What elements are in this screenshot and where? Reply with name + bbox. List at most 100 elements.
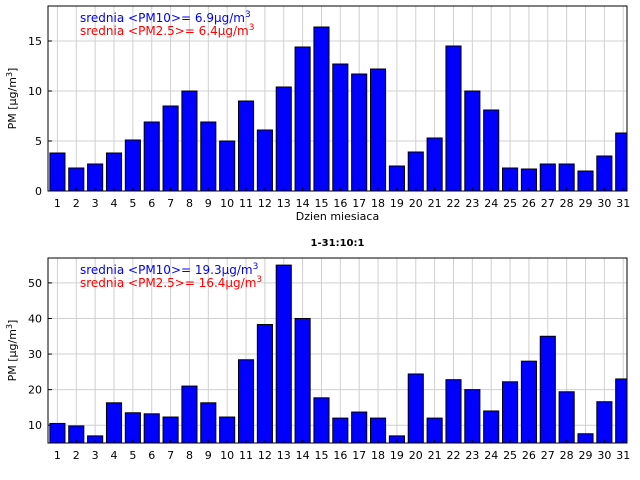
x-tick-label: 31	[616, 449, 630, 462]
x-tick-label: 10	[220, 197, 234, 210]
y-tick-label: 15	[28, 35, 42, 48]
x-tick-label: 4	[111, 449, 118, 462]
mean-annotation: srednia <PM2.5>= 16.4μg/m3	[80, 275, 262, 290]
x-tick-label: 12	[258, 449, 272, 462]
x-tick-label: 9	[205, 197, 212, 210]
bar-day-28	[558, 163, 575, 192]
bar-day-17	[351, 73, 368, 192]
x-tick-label: 14	[296, 449, 310, 462]
x-tick-label: 16	[333, 449, 347, 462]
bar-day-6	[143, 413, 160, 444]
x-tick-label: 30	[597, 197, 611, 210]
y-tick-label: 10	[28, 85, 42, 98]
x-tick-label: 9	[205, 449, 212, 462]
x-tick-label: 4	[111, 197, 118, 210]
x-tick-label: 13	[277, 197, 291, 210]
bar-day-31	[615, 378, 628, 444]
x-tick-label: 17	[352, 449, 366, 462]
bar-day-21	[426, 137, 443, 192]
x-tick-label: 14	[296, 197, 310, 210]
bar-day-11	[237, 359, 255, 444]
bar-day-17	[351, 411, 368, 444]
bar-day-7	[162, 105, 179, 192]
x-tick-label: 24	[484, 449, 498, 462]
bar-day-18	[370, 68, 387, 192]
mean-annotation: srednia <PM10>= 19.3μg/m3	[80, 262, 258, 277]
bar-day-4	[105, 402, 123, 444]
bar-day-5	[124, 139, 141, 192]
bar-day-24	[483, 410, 500, 444]
x-tick-label: 22	[446, 449, 460, 462]
x-tick-label: 8	[186, 197, 193, 210]
x-tick-label: 29	[579, 197, 593, 210]
x-tick-label: 18	[371, 449, 385, 462]
y-tick-label: 10	[28, 419, 42, 432]
x-tick-label: 27	[541, 197, 555, 210]
x-tick-label: 19	[390, 449, 404, 462]
bar-day-10	[219, 140, 236, 192]
bar-day-3	[87, 163, 104, 192]
x-tick-label: 21	[428, 449, 442, 462]
bar-day-23	[464, 90, 481, 192]
x-tick-label: 26	[522, 449, 536, 462]
bar-day-8	[181, 385, 198, 444]
bar-day-27	[539, 163, 556, 192]
x-tick-label: 16	[333, 197, 347, 210]
x-tick-label: 11	[239, 449, 253, 462]
bar-day-6	[143, 121, 160, 192]
bar-day-14	[294, 46, 311, 192]
bar-day-13	[275, 86, 292, 192]
x-tick-label: 5	[129, 197, 136, 210]
x-tick-label: 11	[239, 197, 253, 210]
x-tick-label: 5	[129, 449, 136, 462]
x-tick-label: 26	[522, 197, 536, 210]
x-tick-label: 28	[560, 197, 574, 210]
bar-day-13	[275, 264, 292, 444]
x-tick-label: 7	[167, 449, 174, 462]
bar-day-9	[200, 402, 217, 444]
x-tick-label: 23	[465, 449, 479, 462]
bar-day-30	[596, 401, 613, 444]
x-tick-label: 7	[167, 197, 174, 210]
bar-day-30	[596, 155, 613, 192]
bar-day-22	[445, 45, 462, 192]
x-tick-label: 18	[371, 197, 385, 210]
bar-day-31	[615, 132, 628, 192]
x-tick-label: 31	[616, 197, 630, 210]
bar-day-1	[49, 152, 66, 192]
bar-day-28	[558, 391, 575, 444]
bar-day-14	[294, 317, 311, 444]
y-tick-label: 5	[35, 135, 42, 148]
chart-title: 1-31:10:1	[311, 238, 365, 249]
bar-day-22	[445, 379, 462, 444]
x-tick-label: 6	[148, 449, 155, 462]
x-tick-label: 27	[541, 449, 555, 462]
x-tick-label: 2	[73, 197, 80, 210]
x-tick-label: 15	[314, 197, 328, 210]
x-tick-label: 3	[92, 449, 99, 462]
bar-day-12	[256, 129, 273, 192]
bar-day-23	[464, 389, 481, 444]
x-tick-label: 24	[484, 197, 498, 210]
x-tick-label: 6	[148, 197, 155, 210]
y-tick-label: 50	[28, 277, 42, 290]
bar-day-15	[313, 397, 330, 444]
x-tick-label: 30	[597, 449, 611, 462]
x-tick-label: 23	[465, 197, 479, 210]
x-tick-label: 1	[54, 197, 61, 210]
bar-day-4	[105, 152, 123, 192]
x-tick-label: 22	[446, 197, 460, 210]
x-tick-label: 17	[352, 197, 366, 210]
x-tick-label: 2	[73, 449, 80, 462]
x-tick-label: 21	[428, 197, 442, 210]
x-tick-label: 12	[258, 197, 272, 210]
y-tick-label: 0	[35, 185, 42, 198]
bar-day-11	[237, 100, 255, 192]
x-tick-label: 1	[54, 449, 61, 462]
y-tick-label: 20	[28, 384, 42, 397]
mean-annotation: srednia <PM10>= 6.9μg/m3	[80, 10, 251, 25]
bar-day-12	[256, 324, 273, 444]
x-tick-label: 25	[503, 197, 517, 210]
